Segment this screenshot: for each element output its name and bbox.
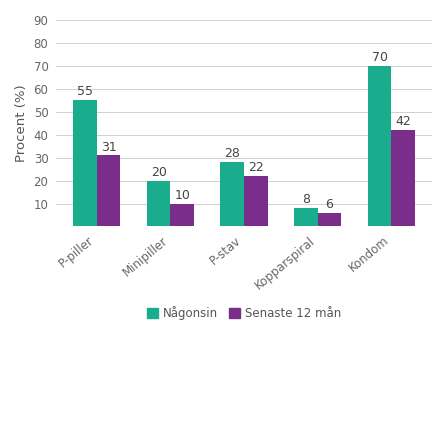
Text: 55: 55 (77, 86, 93, 98)
Bar (73, 100, 97, 226)
Text: 8: 8 (302, 193, 310, 206)
Text: 6: 6 (325, 198, 333, 211)
Bar (294, 208, 318, 226)
Text: 22: 22 (248, 161, 264, 174)
Bar (244, 176, 268, 226)
Legend: Någonsin, Senaste 12 mån: Någonsin, Senaste 12 mån (147, 306, 341, 320)
Text: 42: 42 (395, 115, 411, 128)
Text: 70: 70 (371, 51, 388, 64)
Bar (368, 66, 391, 226)
Text: 20: 20 (151, 166, 167, 179)
Text: 31: 31 (101, 140, 116, 154)
Bar (97, 155, 120, 226)
Y-axis label: Procent (%): Procent (%) (15, 84, 28, 162)
Bar (220, 162, 244, 226)
Text: 10: 10 (174, 189, 190, 202)
Text: 28: 28 (224, 147, 240, 160)
Bar (391, 130, 415, 226)
Bar (170, 204, 194, 226)
Bar (318, 213, 341, 226)
Bar (147, 181, 170, 226)
